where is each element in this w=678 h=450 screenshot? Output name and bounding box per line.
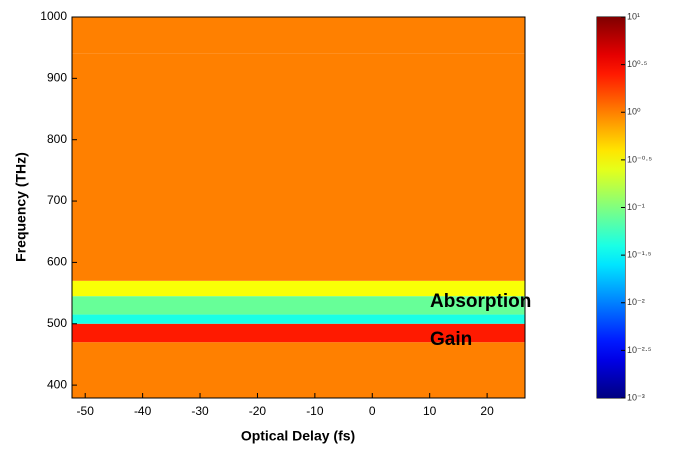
annotation: Gain	[430, 329, 472, 350]
heatmap-cell	[72, 296, 525, 315]
y-tick-label: 600	[47, 255, 67, 269]
colorbar-tick-label: 10⁻²	[627, 297, 645, 307]
colorbar-tick-label: 10⁻¹·⁵	[627, 250, 652, 260]
heatmap-cell	[72, 323, 525, 343]
y-tick-label: 800	[47, 132, 67, 146]
x-tick-label: -30	[191, 404, 209, 418]
x-tick-label: -20	[249, 404, 267, 418]
colorbar-tick-label: 10⁻⁰·⁵	[627, 154, 652, 164]
colorbar-tick-label: 10⁻¹	[627, 202, 645, 212]
colorbar-tick-label: 10⁰	[627, 107, 641, 117]
y-tick-label: 1000	[40, 9, 67, 23]
x-tick-label: 0	[369, 404, 376, 418]
colorbar-tick-label: 10⁰·⁵	[627, 59, 648, 69]
x-axis-label: Optical Delay (fs)	[241, 428, 355, 444]
colorbar	[597, 17, 625, 398]
annotation: Absorption	[430, 291, 531, 312]
x-tick-label: -50	[77, 404, 95, 418]
x-tick-label: 20	[480, 404, 494, 418]
y-axis-label: Frequency (THz)	[13, 152, 29, 262]
heatmap-cell	[72, 280, 525, 297]
colorbar-tick-label: 10⁻²·⁵	[627, 345, 652, 355]
y-tick-label: 900	[47, 71, 67, 85]
heatmap-cell	[72, 17, 525, 54]
colorbar-tick-label: 10¹	[627, 11, 640, 21]
y-tick-label: 700	[47, 193, 67, 207]
heatmap	[72, 17, 525, 398]
x-tick-label: -10	[306, 404, 324, 418]
y-tick-label: 400	[47, 377, 67, 391]
heatmap-cell	[72, 53, 525, 281]
heatmap-cell	[72, 314, 525, 324]
y-tick-label: 500	[47, 316, 67, 330]
x-tick-label: -40	[134, 404, 152, 418]
colorbar-tick-label: 10⁻³	[627, 392, 645, 402]
plot-frame	[71, 16, 526, 399]
x-tick-label: 10	[423, 404, 437, 418]
heatmap-cell	[72, 342, 525, 398]
